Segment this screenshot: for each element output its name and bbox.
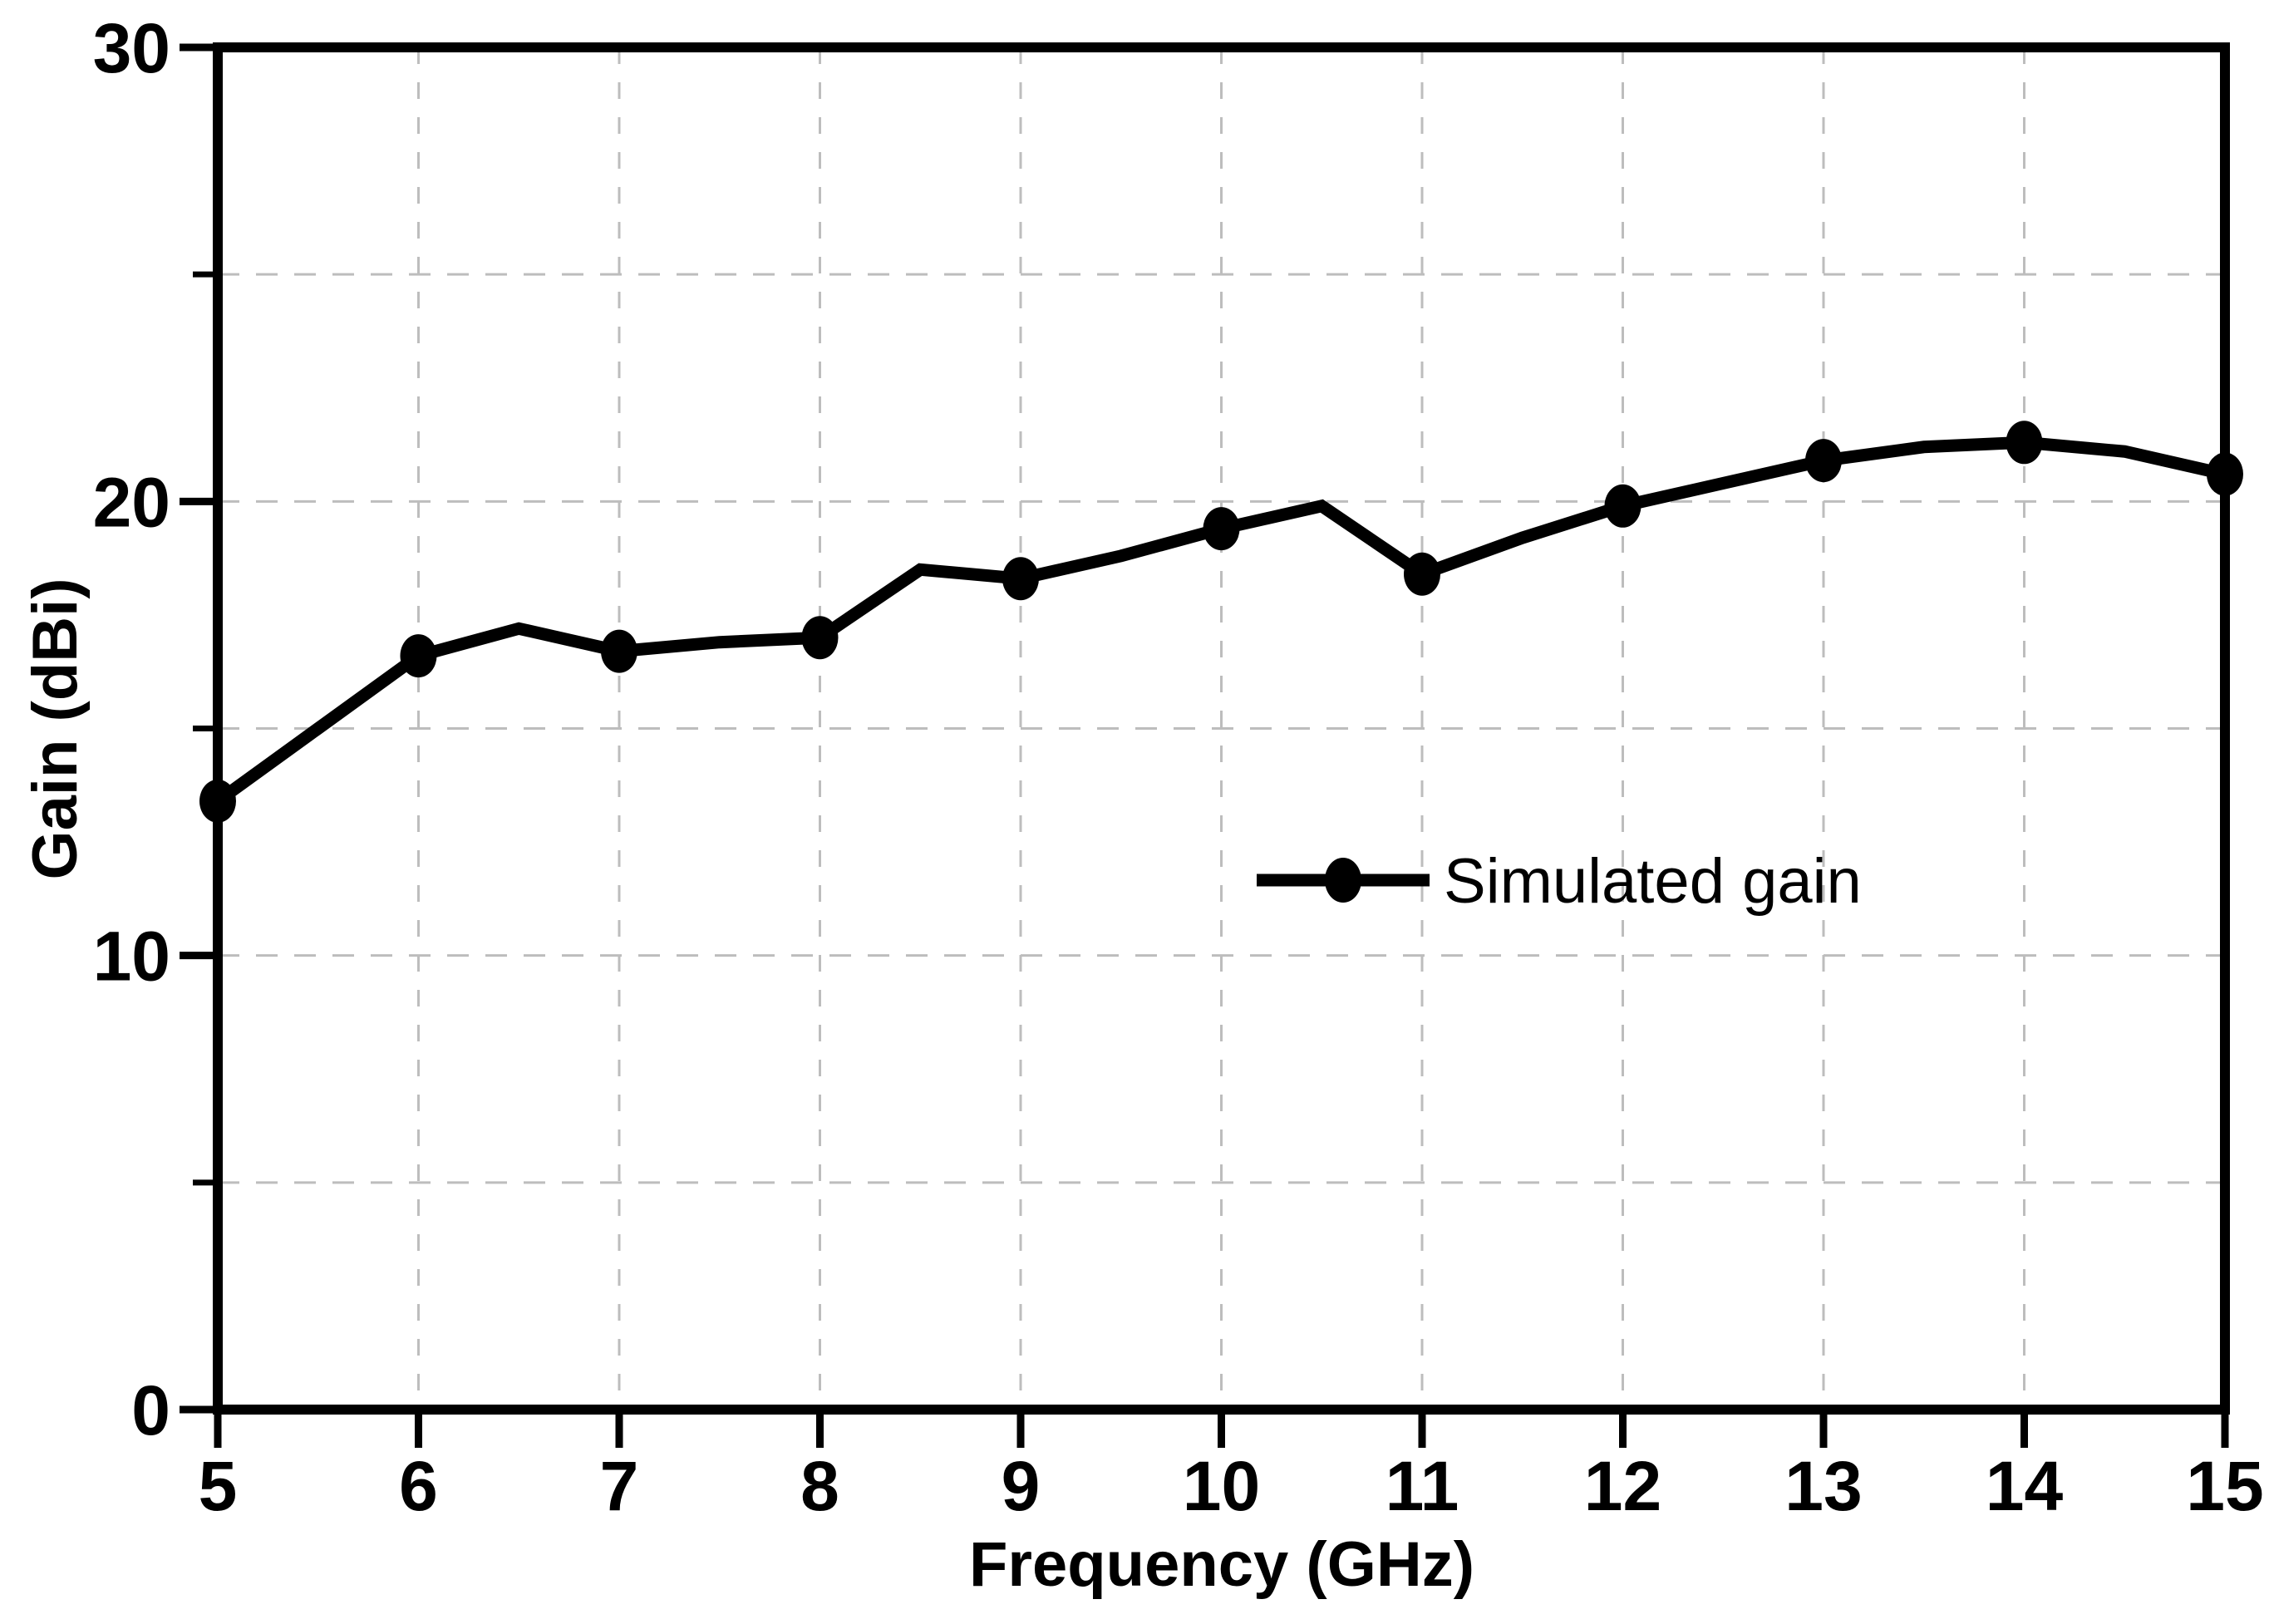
data-point-marker (1404, 552, 1440, 596)
gridlines (218, 47, 2225, 1410)
x-tick-label: 10 (1183, 1447, 1260, 1525)
data-point-marker (400, 634, 437, 678)
data-point-marker (1604, 484, 1641, 528)
x-axis-title: Frequency (GHz) (969, 1529, 1474, 1600)
data-point-marker (601, 629, 637, 673)
data-point-marker (801, 616, 839, 660)
data-point-marker (1002, 557, 1039, 601)
x-tick-label: 6 (399, 1447, 438, 1525)
legend-marker (1325, 858, 1361, 903)
axis-ticks (180, 43, 2229, 1448)
x-tick-label: 7 (600, 1447, 639, 1525)
x-tick-label: 9 (1002, 1447, 1041, 1525)
y-tick-label: 30 (93, 9, 170, 87)
y-axis-title: Gain (dBi) (20, 578, 91, 879)
x-tick-label: 8 (800, 1447, 839, 1525)
x-tick-label: 11 (1386, 1447, 1459, 1525)
x-tick-label: 5 (199, 1447, 238, 1525)
x-tick-label: 15 (2186, 1447, 2263, 1525)
data-point-marker (2006, 421, 2043, 465)
y-tick-label: 0 (131, 1371, 170, 1449)
legend: Simulated gain (1257, 846, 1862, 917)
y-tick-label: 10 (93, 918, 170, 996)
data-marker-group (199, 421, 2243, 823)
legend-label: Simulated gain (1444, 846, 1862, 917)
data-point-marker (1203, 507, 1240, 551)
data-point-marker (1805, 439, 1842, 483)
y-tick-label: 20 (93, 463, 170, 541)
tick-labels: 5 6 7 8 9 10 11 12 13 14 15 0 10 20 30 (93, 9, 2264, 1525)
x-tick-label: 12 (1584, 1447, 1661, 1525)
x-tick-label: 14 (1986, 1447, 2064, 1525)
x-tick-label: 13 (1784, 1447, 1862, 1525)
